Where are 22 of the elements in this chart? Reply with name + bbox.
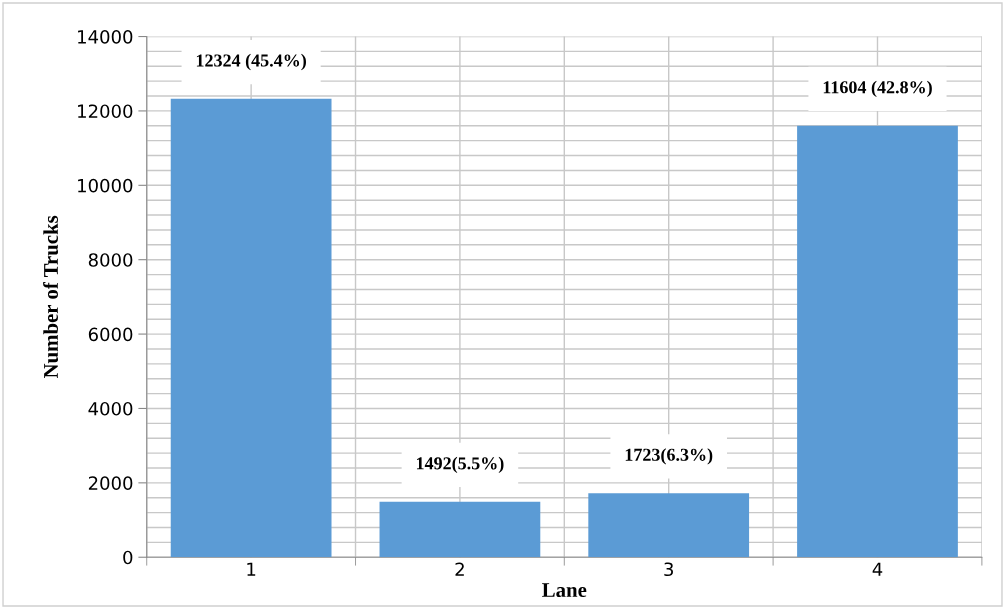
x-tick-label: 4 (872, 562, 883, 576)
y-axis-title: Number of Trucks (43, 215, 59, 379)
bar (379, 501, 541, 558)
y-tick-label: 2000 (88, 476, 133, 490)
y-tick-label: 8000 (88, 253, 133, 267)
y-tick-label: 12000 (78, 104, 133, 119)
x-tick-label: 1 (247, 562, 256, 576)
y-tick-label: 14000 (78, 30, 133, 44)
x-axis-title: Lane (542, 583, 587, 598)
data-label: 12324 (45.4%) (196, 53, 306, 71)
y-tick-label: 0 (123, 550, 133, 565)
bar (170, 98, 332, 558)
y-tick-label: 10000 (78, 178, 133, 193)
bar (797, 125, 958, 558)
bar (588, 493, 750, 558)
data-label: 1492(5.5%) (416, 456, 504, 474)
x-tick-label: 2 (455, 562, 464, 576)
y-tick-label: 6000 (88, 327, 133, 342)
data-label: 11604 (42.8%) (823, 80, 932, 98)
y-tick-label: 4000 (88, 401, 133, 416)
data-label: 1723(6.3%) (625, 448, 713, 465)
x-tick-label: 3 (664, 562, 673, 577)
